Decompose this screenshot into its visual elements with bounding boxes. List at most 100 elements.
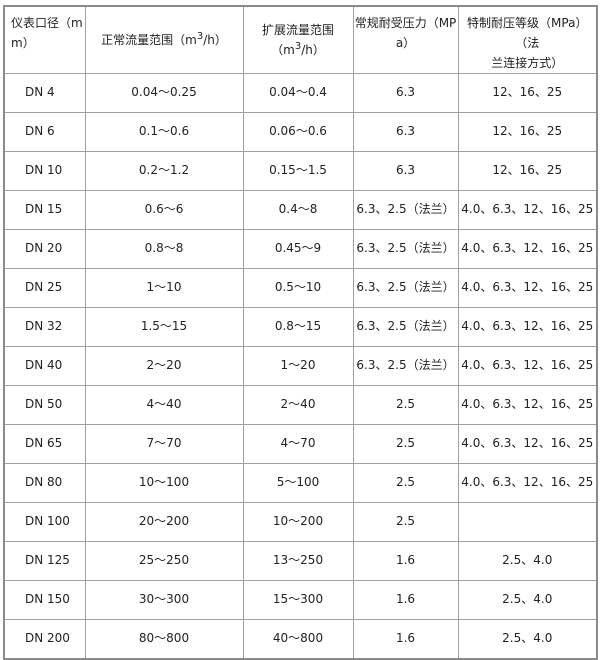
- cell-normal-flow: 0.04～0.25: [84, 73, 244, 113]
- cell-size: DN 15: [3, 190, 86, 230]
- cell-extended-flow: 0.4～8: [242, 190, 354, 230]
- superscript: 3: [294, 41, 302, 52]
- cell-size: DN 150: [3, 580, 86, 620]
- cell-extended-flow: 13～250: [242, 541, 354, 581]
- table-row: DN 4 0.04～0.25 0.04～0.4 6.3 12、16、25: [3, 73, 598, 113]
- header-extended-flow: 扩展流量范围（m3/h）: [242, 5, 354, 74]
- cell-special-pressure: 2.5、4.0: [457, 619, 598, 659]
- cell-extended-flow: 0.8～15: [242, 307, 354, 347]
- cell-special-pressure: 4.0、6.3、12、16、25: [457, 190, 598, 230]
- cell-normal-flow: 0.2～1.2: [84, 151, 244, 191]
- cell-pressure: 2.5: [352, 463, 459, 503]
- table-row: DN 25 1～10 0.5～10 6.3、2.5（法兰） 4.0、6.3、12、16、…: [3, 268, 598, 308]
- cell-size: DN 40: [3, 346, 86, 386]
- cell-size: DN 50: [3, 385, 86, 425]
- cell-normal-flow: 10～100: [84, 463, 244, 503]
- cell-size: DN 32: [3, 307, 86, 347]
- cell-size: DN 65: [3, 424, 86, 464]
- cell-extended-flow: 5～100: [242, 463, 354, 503]
- table-row: DN 125 25～250 13～250 1.6 2.5、4.0: [3, 541, 598, 581]
- header-special-line1: 特制耐压等级（MPa）（法: [467, 16, 588, 50]
- header-ext-flow-text: 扩展流量范围（m: [261, 23, 334, 57]
- cell-special-pressure: 12、16、25: [457, 112, 598, 152]
- flow-spec-table: 仪表口径（m m） 正常流量范围（m3/h） 扩展流量范围（m3/h） 常规耐受压…: [3, 5, 598, 660]
- cell-pressure: 6.3、2.5（法兰）: [352, 346, 459, 386]
- cell-pressure: 6.3、2.5（法兰）: [352, 190, 459, 230]
- header-pressure-line1: 常规耐受压力（MP: [354, 16, 457, 30]
- cell-normal-flow: 25～250: [84, 541, 244, 581]
- cell-special-pressure: 4.0、6.3、12、16、25: [457, 229, 598, 269]
- cell-special-pressure: 4.0、6.3、12、16、25: [457, 307, 598, 347]
- cell-special-pressure: 4.0、6.3、12、16、25: [457, 346, 598, 386]
- cell-special-pressure: 4.0、6.3、12、16、25: [457, 385, 598, 425]
- cell-size: DN 125: [3, 541, 86, 581]
- header-row: 仪表口径（m m） 正常流量范围（m3/h） 扩展流量范围（m3/h） 常规耐受压…: [3, 5, 598, 74]
- table-row: DN 6 0.1～0.6 0.06～0.6 6.3 12、16、25: [3, 112, 598, 152]
- cell-pressure: 6.3、2.5（法兰）: [352, 307, 459, 347]
- cell-extended-flow: 15～300: [242, 580, 354, 620]
- cell-pressure: 2.5: [352, 385, 459, 425]
- cell-extended-flow: 10～200: [242, 502, 354, 542]
- table-row: DN 40 2～20 1～20 6.3、2.5（法兰） 4.0、6.3、12、16、25: [3, 346, 598, 386]
- cell-size: DN 6: [3, 112, 86, 152]
- cell-special-pressure: 4.0、6.3、12、16、25: [457, 463, 598, 503]
- superscript: 3: [196, 31, 204, 42]
- header-normal-flow: 正常流量范围（m3/h）: [84, 5, 244, 74]
- cell-pressure: 1.6: [352, 541, 459, 581]
- cell-normal-flow: 0.6～6: [84, 190, 244, 230]
- table-row: DN 15 0.6～6 0.4～8 6.3、2.5（法兰） 4.0、6.3、12、16、…: [3, 190, 598, 230]
- cell-special-pressure: 12、16、25: [457, 73, 598, 113]
- header-size: 仪表口径（m m）: [3, 5, 86, 74]
- header-special-pressure: 特制耐压等级（MPa）（法兰连接方式）: [457, 5, 598, 74]
- cell-size: DN 4: [3, 73, 86, 113]
- header-size-line2: m）: [11, 36, 35, 50]
- header-size-line1: 仪表口径（m: [11, 16, 83, 30]
- cell-special-pressure: 2.5、4.0: [457, 580, 598, 620]
- table-row: DN 32 1.5～15 0.8～15 6.3、2.5（法兰） 4.0、6.3、12、1…: [3, 307, 598, 347]
- header-pressure-line2: a）: [395, 36, 416, 50]
- table-row: DN 65 7～70 4～70 2.5 4.0、6.3、12、16、25: [3, 424, 598, 464]
- cell-extended-flow: 40～800: [242, 619, 354, 659]
- cell-extended-flow: 0.15～1.5: [242, 151, 354, 191]
- cell-extended-flow: 2～40: [242, 385, 354, 425]
- cell-extended-flow: 0.45～9: [242, 229, 354, 269]
- table-row: DN 200 80～800 40～800 1.6 2.5、4.0: [3, 619, 598, 659]
- cell-extended-flow: 1～20: [242, 346, 354, 386]
- header-ext-flow-unit: /h）: [301, 43, 325, 57]
- cell-special-pressure: 2.5、4.0: [457, 541, 598, 581]
- cell-normal-flow: 30～300: [84, 580, 244, 620]
- cell-size: DN 25: [3, 268, 86, 308]
- table-row: DN 10 0.2～1.2 0.15～1.5 6.3 12、16、25: [3, 151, 598, 191]
- table-row: DN 100 20～200 10～200 2.5: [3, 502, 598, 542]
- cell-size: DN 10: [3, 151, 86, 191]
- cell-pressure: 1.6: [352, 580, 459, 620]
- cell-normal-flow: 4～40: [84, 385, 244, 425]
- cell-pressure: 6.3: [352, 73, 459, 113]
- cell-normal-flow: 1～10: [84, 268, 244, 308]
- cell-pressure: 6.3: [352, 112, 459, 152]
- cell-normal-flow: 80～800: [84, 619, 244, 659]
- cell-normal-flow: 0.8～8: [84, 229, 244, 269]
- cell-extended-flow: 4～70: [242, 424, 354, 464]
- cell-normal-flow: 20～200: [84, 502, 244, 542]
- cell-special-pressure: 4.0、6.3、12、16、25: [457, 268, 598, 308]
- table-row: DN 80 10～100 5～100 2.5 4.0、6.3、12、16、25: [3, 463, 598, 503]
- cell-normal-flow: 1.5～15: [84, 307, 244, 347]
- cell-normal-flow: 7～70: [84, 424, 244, 464]
- cell-extended-flow: 0.5～10: [242, 268, 354, 308]
- cell-normal-flow: 0.1～0.6: [84, 112, 244, 152]
- table-row: DN 50 4～40 2～40 2.5 4.0、6.3、12、16、25: [3, 385, 598, 425]
- cell-size: DN 100: [3, 502, 86, 542]
- header-pressure: 常规耐受压力（MP a）: [352, 5, 459, 74]
- cell-special-pressure: 4.0、6.3、12、16、25: [457, 424, 598, 464]
- cell-pressure: 2.5: [352, 502, 459, 542]
- cell-pressure: 1.6: [352, 619, 459, 659]
- cell-extended-flow: 0.04～0.4: [242, 73, 354, 113]
- header-special-line2: 兰连接方式）: [491, 56, 564, 70]
- cell-size: DN 200: [3, 619, 86, 659]
- header-normal-flow-unit: /h）: [203, 33, 227, 47]
- cell-size: DN 80: [3, 463, 86, 503]
- table-row: DN 20 0.8～8 0.45～9 6.3、2.5（法兰） 4.0、6.3、12、16…: [3, 229, 598, 269]
- header-normal-flow-text: 正常流量范围（m: [101, 33, 197, 47]
- cell-normal-flow: 2～20: [84, 346, 244, 386]
